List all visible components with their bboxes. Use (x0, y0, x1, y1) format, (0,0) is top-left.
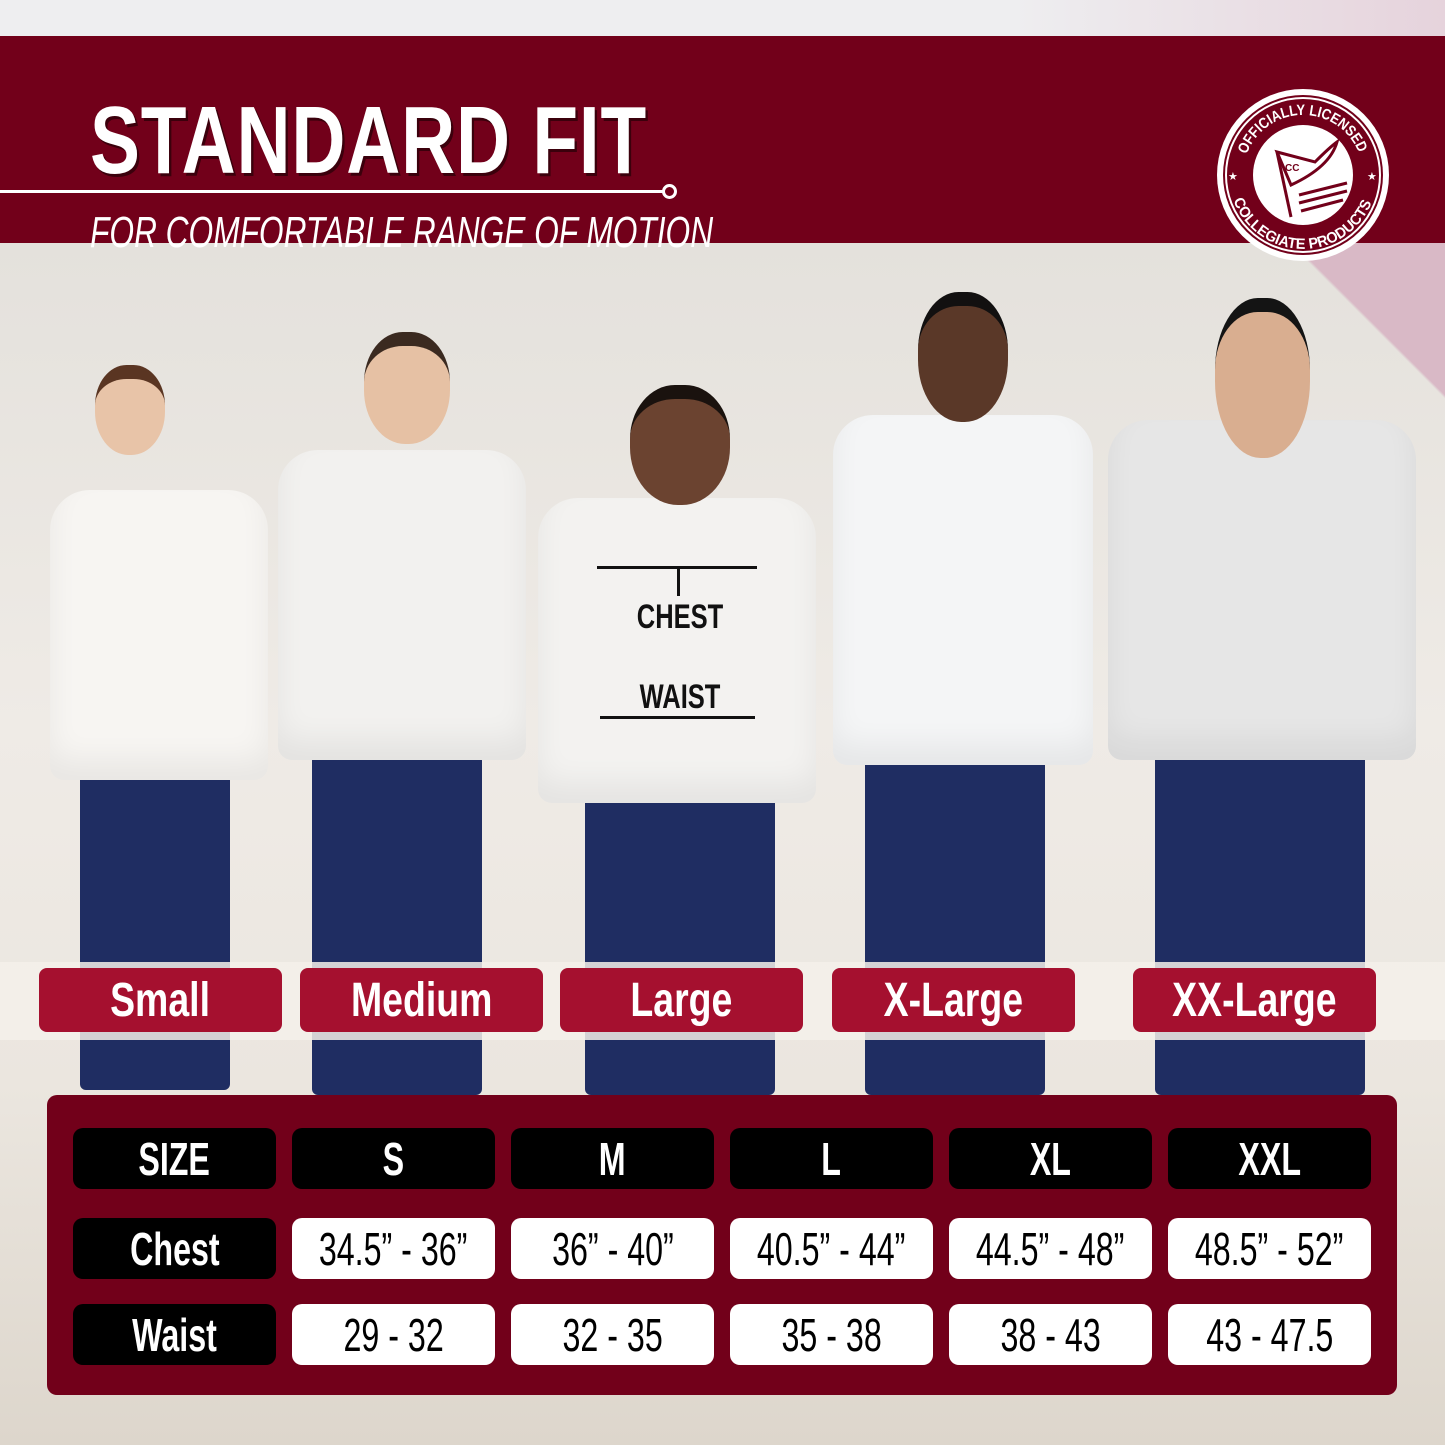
table-row-label: Chest (73, 1218, 276, 1279)
model-head (918, 292, 1008, 422)
table-header-cell-text: XXL (1238, 1132, 1301, 1185)
size-label-text: Large (630, 973, 733, 1027)
svg-text:CC: CC (1285, 163, 1299, 174)
chest-label: CHEST (636, 598, 724, 636)
page-title: STANDARD FIT (90, 87, 648, 194)
size-label-text: XX-Large (1172, 973, 1337, 1027)
table-value-cell: 36” - 40” (511, 1218, 714, 1279)
table-value-cell: 44.5” - 48” (949, 1218, 1152, 1279)
model-hoodie (50, 490, 268, 780)
model-jeans (585, 775, 775, 1095)
table-value-cell-text: 43 - 47.5 (1205, 1308, 1334, 1361)
table-value-cell: 43 - 47.5 (1168, 1304, 1371, 1365)
size-label-small: Small (39, 968, 282, 1032)
size-label-x-large: X-Large (832, 968, 1075, 1032)
chest-arrow-tick (677, 566, 680, 596)
svg-text:★: ★ (1367, 171, 1377, 183)
size-label-medium: Medium (300, 968, 543, 1032)
table-value-cell: 32 - 35 (511, 1304, 714, 1365)
table-value-cell-text: 44.5” - 48” (976, 1222, 1125, 1275)
table-value-cell-text: 29 - 32 (343, 1308, 444, 1361)
model-jeans (1155, 745, 1365, 1095)
table-header-cell-text: L (821, 1132, 842, 1185)
table-header-cell-text: XL (1029, 1132, 1072, 1185)
table-value-cell: 29 - 32 (292, 1304, 495, 1365)
model-head (630, 385, 730, 505)
table-header-cell: S (292, 1128, 495, 1189)
table-row-label: Waist (73, 1304, 276, 1365)
table-value-cell-text: 36” - 40” (551, 1222, 674, 1275)
table-value-cell: 34.5” - 36” (292, 1218, 495, 1279)
table-value-cell: 35 - 38 (730, 1304, 933, 1365)
table-value-cell-text: 48.5” - 52” (1195, 1222, 1344, 1275)
model-head (364, 332, 450, 444)
table-value-cell-text: 35 - 38 (781, 1308, 882, 1361)
model-hoodie (278, 450, 526, 760)
model-jeans (312, 755, 482, 1095)
model-jeans (80, 760, 230, 1090)
model-head (95, 365, 165, 455)
table-value-cell-text: 34.5” - 36” (319, 1222, 468, 1275)
table-header-cell: XXL (1168, 1128, 1371, 1189)
model-head (1215, 298, 1310, 458)
table-header-cell: XL (949, 1128, 1152, 1189)
waist-arrow (600, 716, 755, 719)
top-strip (0, 0, 1445, 36)
table-value-cell: 40.5” - 44” (730, 1218, 933, 1279)
table-header-cell-text: SIZE (138, 1132, 211, 1185)
size-label-text: X-Large (883, 973, 1024, 1027)
model-hoodie (538, 498, 816, 803)
table-value-cell-text: 38 - 43 (1000, 1308, 1101, 1361)
header-banner: STANDARD FIT FOR COMFORTABLE RANGE OF MO… (0, 36, 1445, 261)
divider (0, 190, 664, 193)
model-jeans (865, 735, 1045, 1095)
svg-text:★: ★ (1228, 171, 1238, 183)
divider-dot (662, 184, 677, 199)
subtitle: FOR COMFORTABLE RANGE OF MOTION (90, 208, 714, 257)
table-value-cell: 38 - 43 (949, 1304, 1152, 1365)
table-header-cell-text: S (382, 1132, 405, 1185)
table-value-cell-text: 40.5” - 44” (757, 1222, 906, 1275)
size-label-text: Medium (350, 973, 493, 1027)
table-value-cell: 48.5” - 52” (1168, 1218, 1371, 1279)
table-header-cell-text: M (599, 1132, 626, 1185)
table-value-cell-text: 32 - 35 (562, 1308, 663, 1361)
waist-label: WAIST (639, 678, 721, 716)
size-label-xx-large: XX-Large (1133, 968, 1376, 1032)
table-header-cell: M (511, 1128, 714, 1189)
table-row-label-text: Chest (129, 1222, 220, 1275)
size-label-large: Large (560, 968, 803, 1032)
model-hoodie (833, 415, 1093, 765)
table-header-cell: L (730, 1128, 933, 1189)
table-row-label-text: Waist (132, 1308, 217, 1361)
size-label-text: Small (110, 973, 211, 1027)
licensed-logo: OFFICIALLY LICENSED COLLEGIATE PRODUCTS … (1217, 89, 1389, 261)
model-hoodie (1108, 420, 1416, 760)
table-header-cell: SIZE (73, 1128, 276, 1189)
